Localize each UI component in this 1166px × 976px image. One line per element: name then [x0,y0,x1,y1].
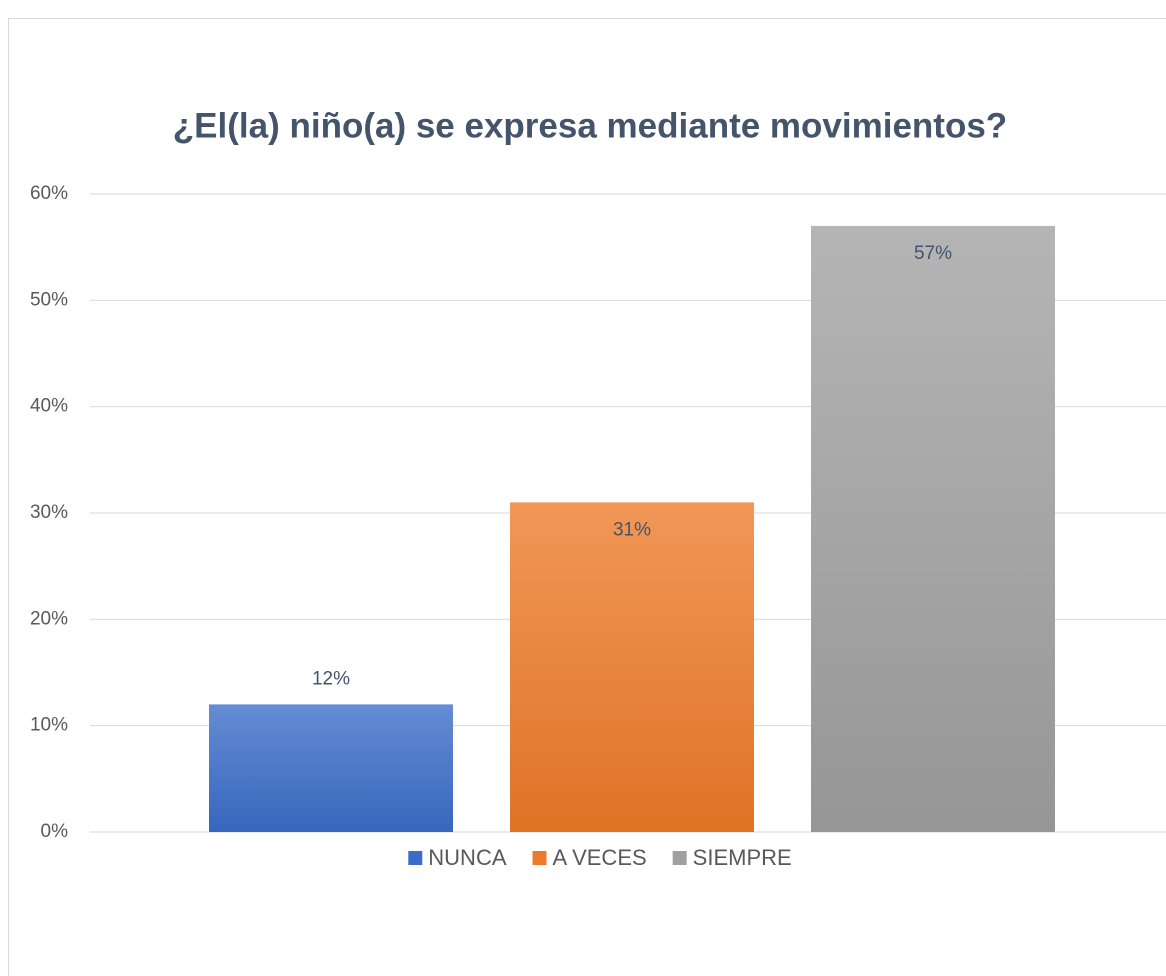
bar [209,704,453,832]
bar [811,225,1055,832]
data-label: 57% [914,243,952,264]
legend-swatch [672,851,687,865]
legend-label: SIEMPRE [693,845,792,870]
y-tick-label: 50% [30,289,68,310]
chart-title: ¿El(la) niño(a) se expresa mediante movi… [173,106,1007,145]
y-tick-label: 30% [30,502,68,523]
legend-swatch [408,851,423,865]
y-tick-label: 0% [41,821,69,842]
data-label: 31% [613,519,651,540]
y-tick-label: 60% [30,183,68,204]
data-label: 12% [312,668,350,689]
y-tick-label: 10% [30,715,68,736]
legend-label: A VECES [553,845,647,870]
y-tick-label: 40% [30,396,68,417]
legend-swatch [532,851,547,865]
y-tick-label: 20% [30,608,68,629]
legend-label: NUNCA [428,845,507,870]
bar [510,502,754,832]
